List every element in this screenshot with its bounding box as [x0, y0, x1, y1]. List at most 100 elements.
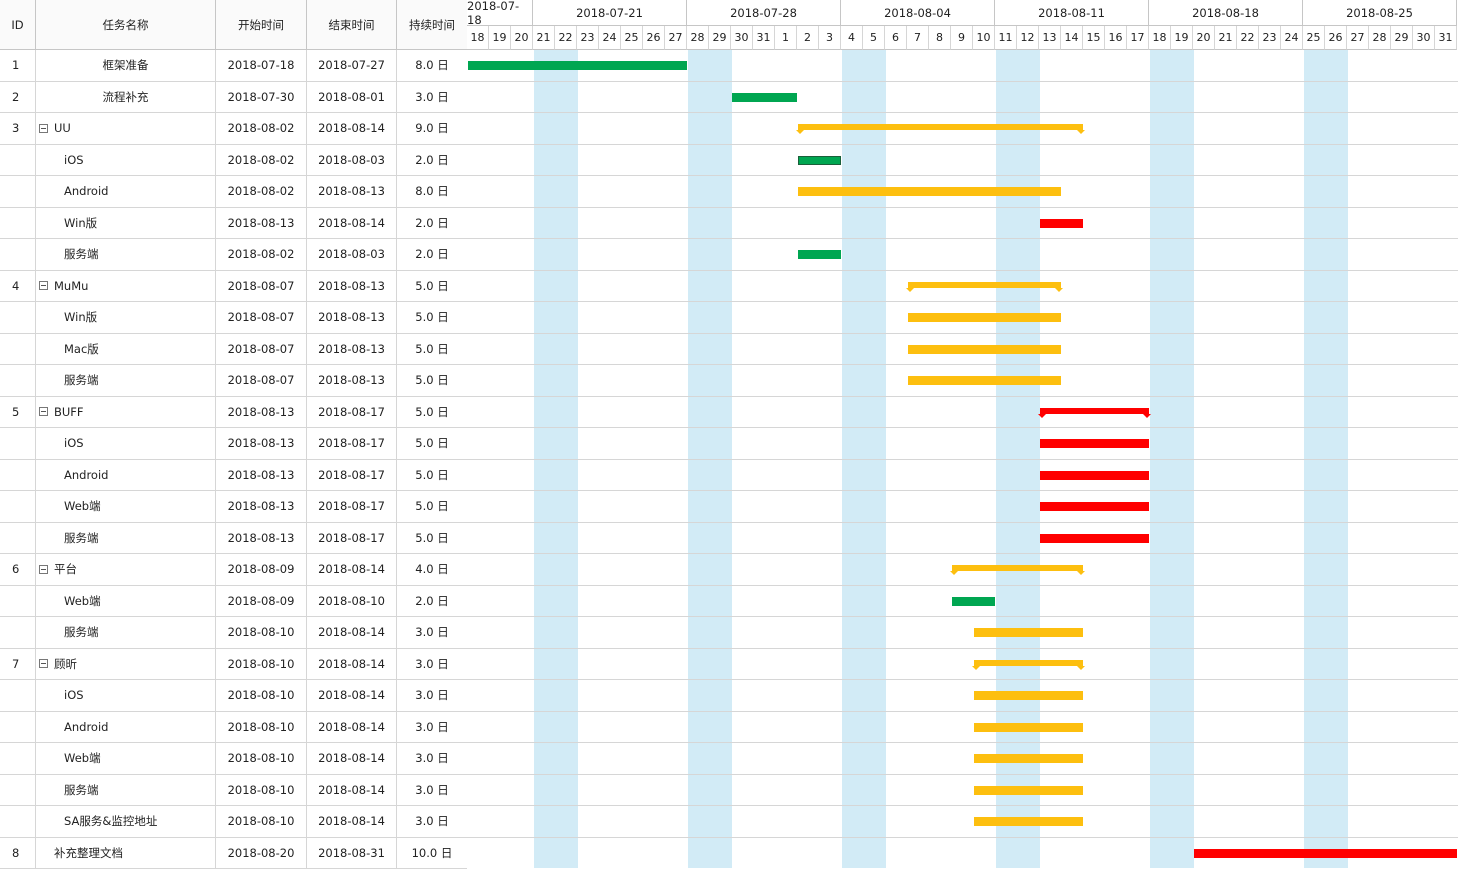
week-header-label: 2018-07-21	[576, 6, 643, 20]
column-header-id[interactable]: ID	[0, 0, 36, 50]
task-start: 2018-08-10	[216, 712, 307, 743]
task-bar[interactable]	[908, 376, 1061, 385]
task-id	[0, 523, 36, 554]
task-bar[interactable]	[974, 723, 1083, 732]
task-bar[interactable]	[1040, 502, 1149, 511]
task-name-cell: SA服务&监控地址	[36, 806, 216, 837]
day-header: 29	[709, 26, 731, 50]
task-bar[interactable]	[798, 250, 841, 259]
summary-bar[interactable]	[952, 565, 1083, 571]
task-start: 2018-07-18	[216, 50, 307, 81]
task-bar[interactable]	[974, 817, 1083, 826]
summary-bar[interactable]	[974, 660, 1083, 666]
task-duration: 5.0 日	[397, 491, 467, 522]
task-bar[interactable]	[974, 691, 1083, 700]
task-bar[interactable]	[974, 754, 1083, 763]
task-name: UU	[54, 121, 71, 135]
task-bar[interactable]	[468, 61, 687, 70]
task-start: 2018-08-07	[216, 271, 307, 302]
day-header: 26	[1325, 26, 1347, 50]
summary-bar[interactable]	[908, 282, 1061, 288]
task-duration: 5.0 日	[397, 365, 467, 396]
day-header: 11	[995, 26, 1017, 50]
task-bar[interactable]	[1040, 471, 1149, 480]
day-header: 30	[731, 26, 753, 50]
column-header-end[interactable]: 结束时间	[307, 0, 397, 50]
day-header: 23	[577, 26, 599, 50]
task-id	[0, 743, 36, 774]
summary-bar-cap	[950, 571, 958, 575]
task-duration: 4.0 日	[397, 554, 467, 585]
task-duration: 8.0 日	[397, 50, 467, 81]
summary-bar[interactable]	[1040, 408, 1149, 414]
task-bar[interactable]	[974, 786, 1083, 795]
collapse-toggle-icon[interactable]	[39, 124, 48, 133]
column-header-name-label: 任务名称	[103, 17, 149, 33]
task-bar[interactable]	[952, 597, 995, 606]
column-header-name[interactable]: 任务名称	[36, 0, 216, 50]
task-bar[interactable]	[908, 345, 1061, 354]
task-id: 4	[0, 271, 36, 302]
column-header-duration[interactable]: 持续时间	[397, 0, 467, 50]
day-header: 20	[511, 26, 533, 50]
task-name-cell: 服务端	[36, 523, 216, 554]
task-id	[0, 617, 36, 648]
column-header-start[interactable]: 开始时间	[216, 0, 307, 50]
collapse-toggle-icon[interactable]	[39, 407, 48, 416]
summary-bar-cap	[1143, 414, 1151, 418]
task-name: 平台	[54, 561, 77, 577]
collapse-toggle-icon[interactable]	[39, 659, 48, 668]
task-name: iOS	[64, 688, 84, 702]
task-end: 2018-08-14	[307, 208, 397, 239]
week-header: 2018-08-11	[995, 0, 1149, 26]
collapse-toggle-icon[interactable]	[39, 565, 48, 574]
task-name-cell: 服务端	[36, 617, 216, 648]
task-bar[interactable]	[1040, 534, 1149, 543]
task-bar[interactable]	[908, 313, 1061, 322]
task-bar[interactable]	[798, 156, 841, 165]
task-end: 2018-08-17	[307, 460, 397, 491]
task-duration: 2.0 日	[397, 586, 467, 617]
task-name-cell: Win版	[36, 302, 216, 333]
summary-bar[interactable]	[798, 124, 1083, 130]
task-bar[interactable]	[1040, 439, 1149, 448]
task-start: 2018-08-02	[216, 176, 307, 207]
task-bar[interactable]	[1194, 849, 1457, 858]
task-name: 补充整理文档	[54, 845, 123, 861]
task-bar[interactable]	[1040, 219, 1083, 228]
task-bar[interactable]	[732, 93, 797, 102]
task-start: 2018-08-02	[216, 113, 307, 144]
task-bar[interactable]	[798, 187, 1061, 196]
collapse-toggle-icon[interactable]	[39, 281, 48, 290]
day-header: 13	[1039, 26, 1061, 50]
task-bar[interactable]	[974, 628, 1083, 637]
day-header: 23	[1259, 26, 1281, 50]
task-start: 2018-08-10	[216, 806, 307, 837]
